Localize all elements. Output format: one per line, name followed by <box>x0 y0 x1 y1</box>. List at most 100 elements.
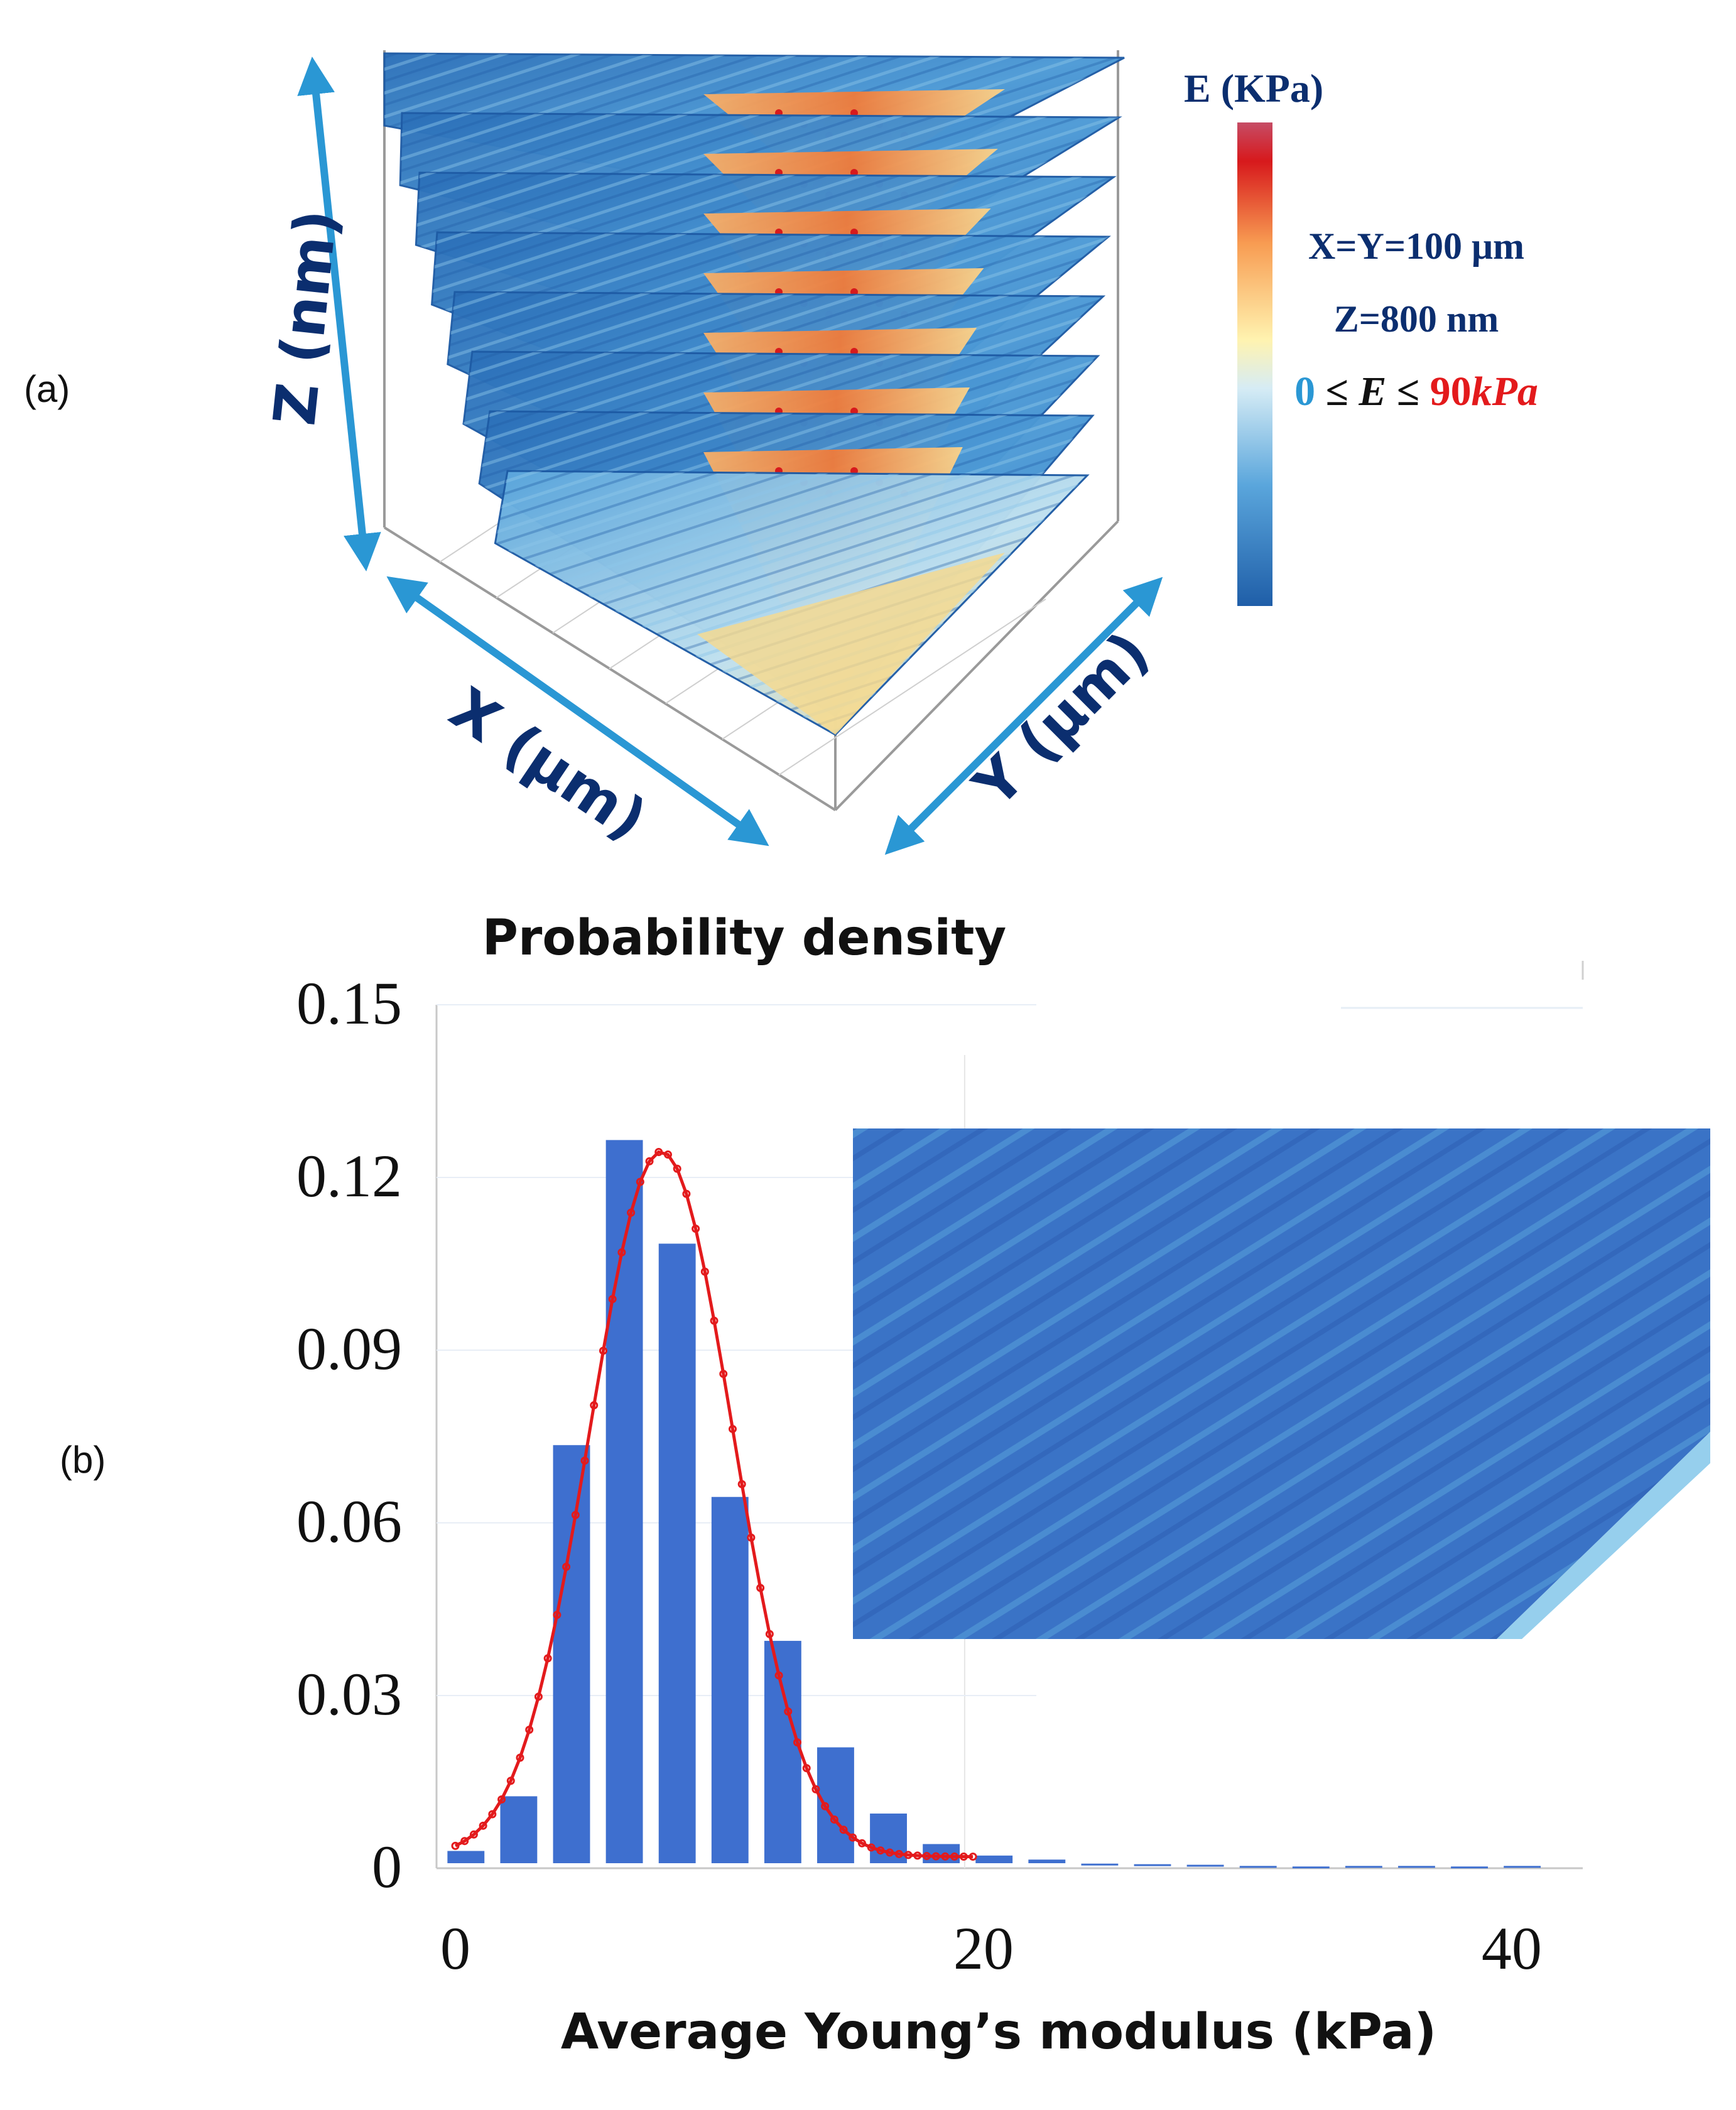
gaussian-fit-marker <box>692 1225 700 1233</box>
gaussian-fit-marker <box>737 1480 746 1488</box>
gaussian-fit-marker <box>645 1157 654 1166</box>
gaussian-fit-marker <box>562 1562 571 1571</box>
gaussian-fit-marker <box>867 1843 876 1852</box>
histogram-bar <box>1504 1866 1541 1868</box>
gaussian-fit-marker <box>627 1208 636 1217</box>
histogram-bar <box>711 1496 749 1863</box>
gaussian-fit-marker <box>756 1584 765 1593</box>
gaussian-fit-marker <box>525 1726 534 1734</box>
y-tick-label: 0.12 <box>296 1142 402 1209</box>
gaussian-fit-marker <box>608 1295 617 1304</box>
gaussian-fit-marker <box>469 1830 478 1839</box>
gaussian-fit-marker <box>968 1853 977 1861</box>
gaussian-fit-marker <box>516 1753 524 1762</box>
gaussian-fit-marker <box>894 1849 903 1858</box>
gaussian-fit-marker <box>451 1841 460 1850</box>
gaussian-fit-marker <box>590 1401 599 1410</box>
gaussian-fit-marker <box>682 1189 691 1198</box>
gaussian-fit-marker <box>663 1150 672 1159</box>
gaussian-fit-marker <box>617 1248 626 1257</box>
info-z: Z=800 nm <box>1334 298 1499 340</box>
y-tick-label: 0 <box>372 1833 402 1900</box>
gaussian-fit-marker <box>506 1777 515 1785</box>
gaussian-fit-marker <box>904 1851 913 1859</box>
gaussian-fit-marker <box>636 1177 644 1186</box>
y-tick-label: 0.06 <box>296 1488 402 1555</box>
gaussian-fit-marker <box>784 1707 793 1716</box>
histogram-bar <box>975 1855 1013 1863</box>
gaussian-fit-marker <box>959 1853 968 1861</box>
histogram-bar <box>1451 1866 1488 1869</box>
histogram-bar <box>1081 1863 1119 1866</box>
range-var: E <box>1358 369 1386 414</box>
panel-a-label: (a) <box>24 368 70 410</box>
histogram-bar <box>1239 1866 1277 1868</box>
histogram-bar <box>605 1140 643 1863</box>
gaussian-fit-marker <box>858 1839 866 1848</box>
gaussian-fit-marker <box>811 1785 820 1794</box>
colorbar-title: E (KPa) <box>1184 66 1323 111</box>
y-tick-label: 0.09 <box>296 1315 402 1382</box>
x-axis-title: Average Young’s modulus (kPa) <box>561 2004 1436 2060</box>
gaussian-fit-marker <box>839 1826 848 1834</box>
panel-b-label: (b) <box>60 1439 106 1481</box>
x-axis-label: X (μm) <box>438 675 659 854</box>
histogram-bar <box>553 1445 590 1863</box>
gaussian-fit-marker <box>886 1848 894 1857</box>
range-min: 0 <box>1294 369 1315 414</box>
slice-texture <box>495 471 1088 735</box>
gaussian-fit-marker <box>913 1851 922 1860</box>
gaussian-fit-marker <box>923 1852 931 1861</box>
gaussian-fit-marker <box>599 1346 607 1355</box>
gaussian-fit-marker <box>580 1456 589 1465</box>
x-axis-arrow <box>386 576 769 847</box>
histogram-bar <box>1186 1864 1224 1867</box>
histogram-bar <box>1028 1859 1066 1863</box>
histogram-bar <box>764 1640 801 1863</box>
z-axis-label: Z (nm) <box>261 207 350 429</box>
gaussian-fit-marker <box>728 1425 737 1434</box>
histogram-bar <box>658 1243 696 1863</box>
histogram-bar <box>1398 1866 1435 1868</box>
gaussian-fit-marker <box>497 1795 506 1804</box>
gaussian-fit-marker <box>479 1821 487 1830</box>
range-max: 90 <box>1430 369 1472 414</box>
histogram-bar <box>500 1796 538 1863</box>
z-axis-arrow <box>297 57 381 571</box>
y-tick-label: 0.15 <box>296 970 402 1037</box>
slice-stack <box>383 52 1125 736</box>
gaussian-fit-marker <box>534 1692 543 1701</box>
info-xy: X=Y=100 μm <box>1308 225 1524 267</box>
y-axis-arrow <box>884 576 1163 855</box>
slice-layer <box>494 470 1090 736</box>
gaussian-fit-marker <box>719 1370 728 1378</box>
gaussian-fit-marker <box>460 1837 469 1846</box>
histogram-bar <box>447 1851 485 1863</box>
gaussian-fit-marker <box>747 1533 756 1542</box>
gaussian-fit-marker <box>931 1852 940 1861</box>
inset-heatmap <box>853 1128 1710 1639</box>
gaussian-fit-marker <box>774 1671 783 1680</box>
gaussian-fit-marker <box>488 1810 497 1819</box>
gaussian-fit-marker <box>941 1852 950 1861</box>
colorbar <box>1237 122 1272 606</box>
gaussian-fit-marker <box>950 1852 959 1861</box>
gaussian-fit-marker <box>700 1267 709 1276</box>
gaussian-fit-marker <box>802 1764 811 1773</box>
chart-title: Probability density <box>482 910 1007 966</box>
inset-texture <box>853 1128 1710 1639</box>
gaussian-fit-marker <box>654 1148 663 1157</box>
gaussian-fit-marker <box>849 1833 857 1842</box>
histogram-bar <box>1345 1866 1382 1868</box>
info-range: 0 ≤ E ≤ 90kPa <box>1294 369 1538 414</box>
y-tick-label: 0.03 <box>296 1660 402 1728</box>
x-tick-label: 20 <box>953 1915 1014 1982</box>
x-tick-label: 40 <box>1482 1915 1542 1982</box>
gaussian-fit-marker <box>673 1164 681 1173</box>
gaussian-fit-marker <box>571 1511 580 1520</box>
x-tick-label: 0 <box>440 1915 470 1982</box>
range-leq-1: ≤ <box>1315 369 1359 414</box>
plot-area: 0 0.03 0.06 0.09 0.12 0.15 0 20 40 <box>296 961 1710 1982</box>
